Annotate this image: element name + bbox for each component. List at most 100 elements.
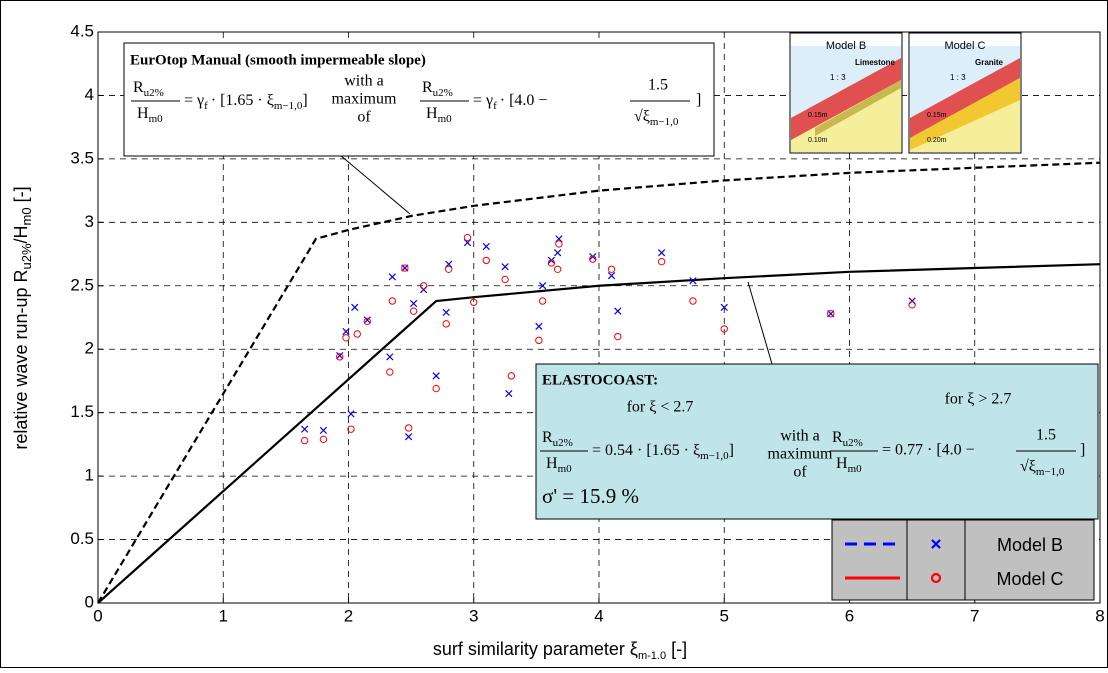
- point-cross: [931, 539, 941, 549]
- point-cross: [319, 426, 328, 435]
- y-label-sub: m0: [19, 207, 34, 225]
- eq: = γf · [4.0 −: [473, 92, 547, 112]
- point-circle: [353, 330, 361, 338]
- frac-den: √ξm−1,0: [634, 108, 679, 128]
- expr: · [1.65 · ξ: [211, 92, 274, 109]
- frac-den: Hm0: [836, 455, 862, 475]
- layer: [791, 58, 901, 140]
- frac-num: Ru2%: [422, 79, 453, 99]
- sym: = γ: [184, 92, 204, 109]
- point-cross: [535, 322, 543, 331]
- expr: · [4.0 −: [500, 92, 548, 109]
- condition: for ξ < 2.7: [627, 399, 694, 416]
- fit-line: [97, 263, 1101, 604]
- bracket: ]: [1080, 442, 1085, 459]
- point-cross: [539, 282, 547, 290]
- point-circle: [409, 307, 418, 315]
- condition: for ξ > 2.7: [945, 391, 1012, 408]
- point-circle: [347, 425, 355, 433]
- eurotop-box: EurOtop Manual (smooth impermeable slope…: [123, 42, 715, 157]
- y-label-end: [-]: [11, 186, 31, 207]
- y-tick-label: 4.5: [70, 21, 94, 40]
- point-circle: [908, 301, 916, 309]
- x-tick-label: 6: [845, 606, 854, 625]
- sym: R: [542, 429, 553, 446]
- point-circle: [535, 336, 543, 345]
- sub: m0: [848, 463, 863, 475]
- inset-slope: 1 : 3: [830, 73, 846, 82]
- box-title: ELASTOCOAST:: [542, 372, 658, 388]
- joiner: maximum: [768, 446, 833, 463]
- y-tick-label: 4: [85, 85, 94, 104]
- sym: √ξ: [634, 108, 650, 125]
- sym: H: [426, 105, 438, 122]
- point-cross: [342, 327, 350, 336]
- sub: u2%: [553, 437, 573, 449]
- x-tick-label: 1: [219, 606, 228, 625]
- sub: u2%: [144, 87, 164, 99]
- sub: m−1,0: [1036, 466, 1065, 478]
- point-circle: [482, 256, 490, 265]
- x-label-end: [-]: [666, 639, 687, 659]
- point-cross: [908, 297, 916, 305]
- legend-label: Model B: [997, 535, 1063, 555]
- frac-den: √ξm−1,0: [1020, 458, 1065, 478]
- y-tick-label: 1.5: [70, 402, 94, 421]
- sub: m−1,0: [274, 100, 303, 112]
- layer: [910, 58, 1020, 138]
- point-circle: [553, 265, 562, 273]
- x-tick-label: 0: [93, 606, 102, 625]
- x-label-main: surf similarity parameter ξ: [433, 639, 638, 659]
- point-cross: [607, 272, 616, 280]
- point-circle: [614, 332, 622, 341]
- sub: m0: [558, 463, 573, 475]
- point-circle: [555, 240, 563, 248]
- inset-b: Model B Limestone 1 : 3 0.15m 0.10m: [789, 32, 903, 154]
- point-cross: [420, 285, 428, 294]
- x-tick-label: 2: [344, 606, 353, 625]
- frac-num: 1.5: [1036, 427, 1056, 444]
- point-cross: [404, 433, 413, 441]
- sym: = γ: [473, 92, 493, 109]
- sub: f: [493, 100, 497, 112]
- x-tick-label: 5: [720, 606, 729, 625]
- frac-num: Ru2%: [542, 429, 573, 449]
- water: [910, 46, 1020, 118]
- inset-dim: 0.20m: [927, 137, 947, 144]
- point-circle: [589, 255, 597, 263]
- sub: m0: [438, 113, 453, 125]
- sym: R: [422, 79, 433, 96]
- leader-line: [747, 281, 773, 365]
- y-tick-label: 0.5: [70, 529, 94, 548]
- layer: [910, 78, 1020, 150]
- inset-dim: 0.15m: [808, 112, 828, 119]
- point-circle: [401, 264, 409, 272]
- inset-material: Limestone: [855, 58, 896, 67]
- point-cross: [482, 242, 490, 251]
- sigma: σ' = 15.9 %: [542, 484, 639, 508]
- eq: = γf · [1.65 · ξm−1,0]: [184, 92, 308, 112]
- frac-den: Hm0: [546, 455, 572, 475]
- point-circle: [445, 265, 453, 273]
- point-circle: [363, 317, 371, 326]
- inset-title: Model B: [826, 40, 866, 52]
- point-cross: [410, 299, 418, 308]
- frac-num: Ru2%: [133, 79, 164, 99]
- box-title: EurOtop Manual (smooth impermeable slope…: [130, 52, 426, 68]
- point-cross: [442, 308, 450, 317]
- y-label-main: relative wave run-up R: [11, 270, 31, 450]
- inset-slope: 1 : 3: [950, 73, 966, 82]
- frac-num: Ru2%: [832, 429, 863, 449]
- point-cross: [351, 303, 359, 311]
- inset-c: Model C Granite 1 : 3 0.15m 0.20m: [908, 32, 1022, 154]
- y-label-sub: u2%: [19, 243, 34, 269]
- frac-num: 1.5: [648, 77, 668, 94]
- leader-line: [339, 154, 411, 215]
- joiner: with a: [344, 73, 384, 90]
- point-circle: [547, 259, 556, 267]
- point-circle: [930, 572, 942, 584]
- point-cross: [432, 372, 440, 380]
- legend: Model B Model C: [831, 519, 1095, 601]
- x-tick-label: 8: [1095, 606, 1104, 625]
- point-circle: [720, 325, 728, 333]
